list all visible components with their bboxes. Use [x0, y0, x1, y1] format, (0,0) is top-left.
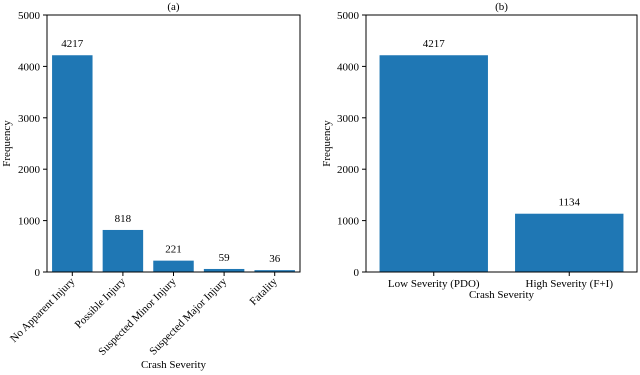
data-label: 59	[219, 252, 231, 264]
y-axis-label: Frequency	[321, 120, 333, 167]
y-tick-label: 5000	[18, 10, 41, 22]
bar	[515, 213, 624, 272]
chart-title: (a)	[167, 1, 180, 13]
y-tick-label: 5000	[337, 10, 360, 22]
data-label: 221	[165, 244, 182, 256]
data-label: 36	[269, 253, 281, 265]
data-label: 4217	[423, 38, 446, 50]
x-tick-label: Possible Injury	[73, 275, 129, 331]
x-axis-label: Crash Severity	[141, 359, 207, 371]
data-label: 4217	[61, 38, 84, 50]
y-axis-label: Frequency	[1, 120, 13, 167]
y-tick-label: 4000	[337, 61, 360, 73]
y-tick-label: 4000	[18, 61, 41, 73]
chart-title: (b)	[495, 1, 508, 13]
x-tick-label: High Severity (F+I)	[526, 278, 614, 290]
data-label: 1134	[558, 197, 580, 209]
y-tick-label: 1000	[337, 216, 360, 228]
bar	[52, 55, 93, 272]
y-tick-label: 0	[354, 267, 360, 279]
bar	[254, 270, 295, 272]
bar	[153, 260, 194, 272]
data-label: 818	[115, 213, 132, 225]
x-axis-label: Crash Severity	[469, 289, 535, 301]
y-tick-label: 3000	[337, 113, 360, 125]
bar	[203, 268, 245, 272]
bar	[102, 229, 144, 272]
x-tick-label: Low Severity (PDO)	[388, 278, 480, 290]
x-tick-label: Fatality	[248, 275, 281, 308]
bar	[379, 55, 488, 272]
x-tick-label: No Apparent Injury	[8, 275, 78, 345]
y-tick-label: 2000	[18, 164, 41, 176]
y-tick-label: 1000	[18, 216, 41, 228]
y-tick-label: 2000	[337, 164, 360, 176]
axes-frame	[46, 14, 301, 273]
axes-frame	[365, 14, 638, 273]
y-tick-label: 0	[35, 267, 41, 279]
y-tick-label: 3000	[18, 113, 41, 125]
